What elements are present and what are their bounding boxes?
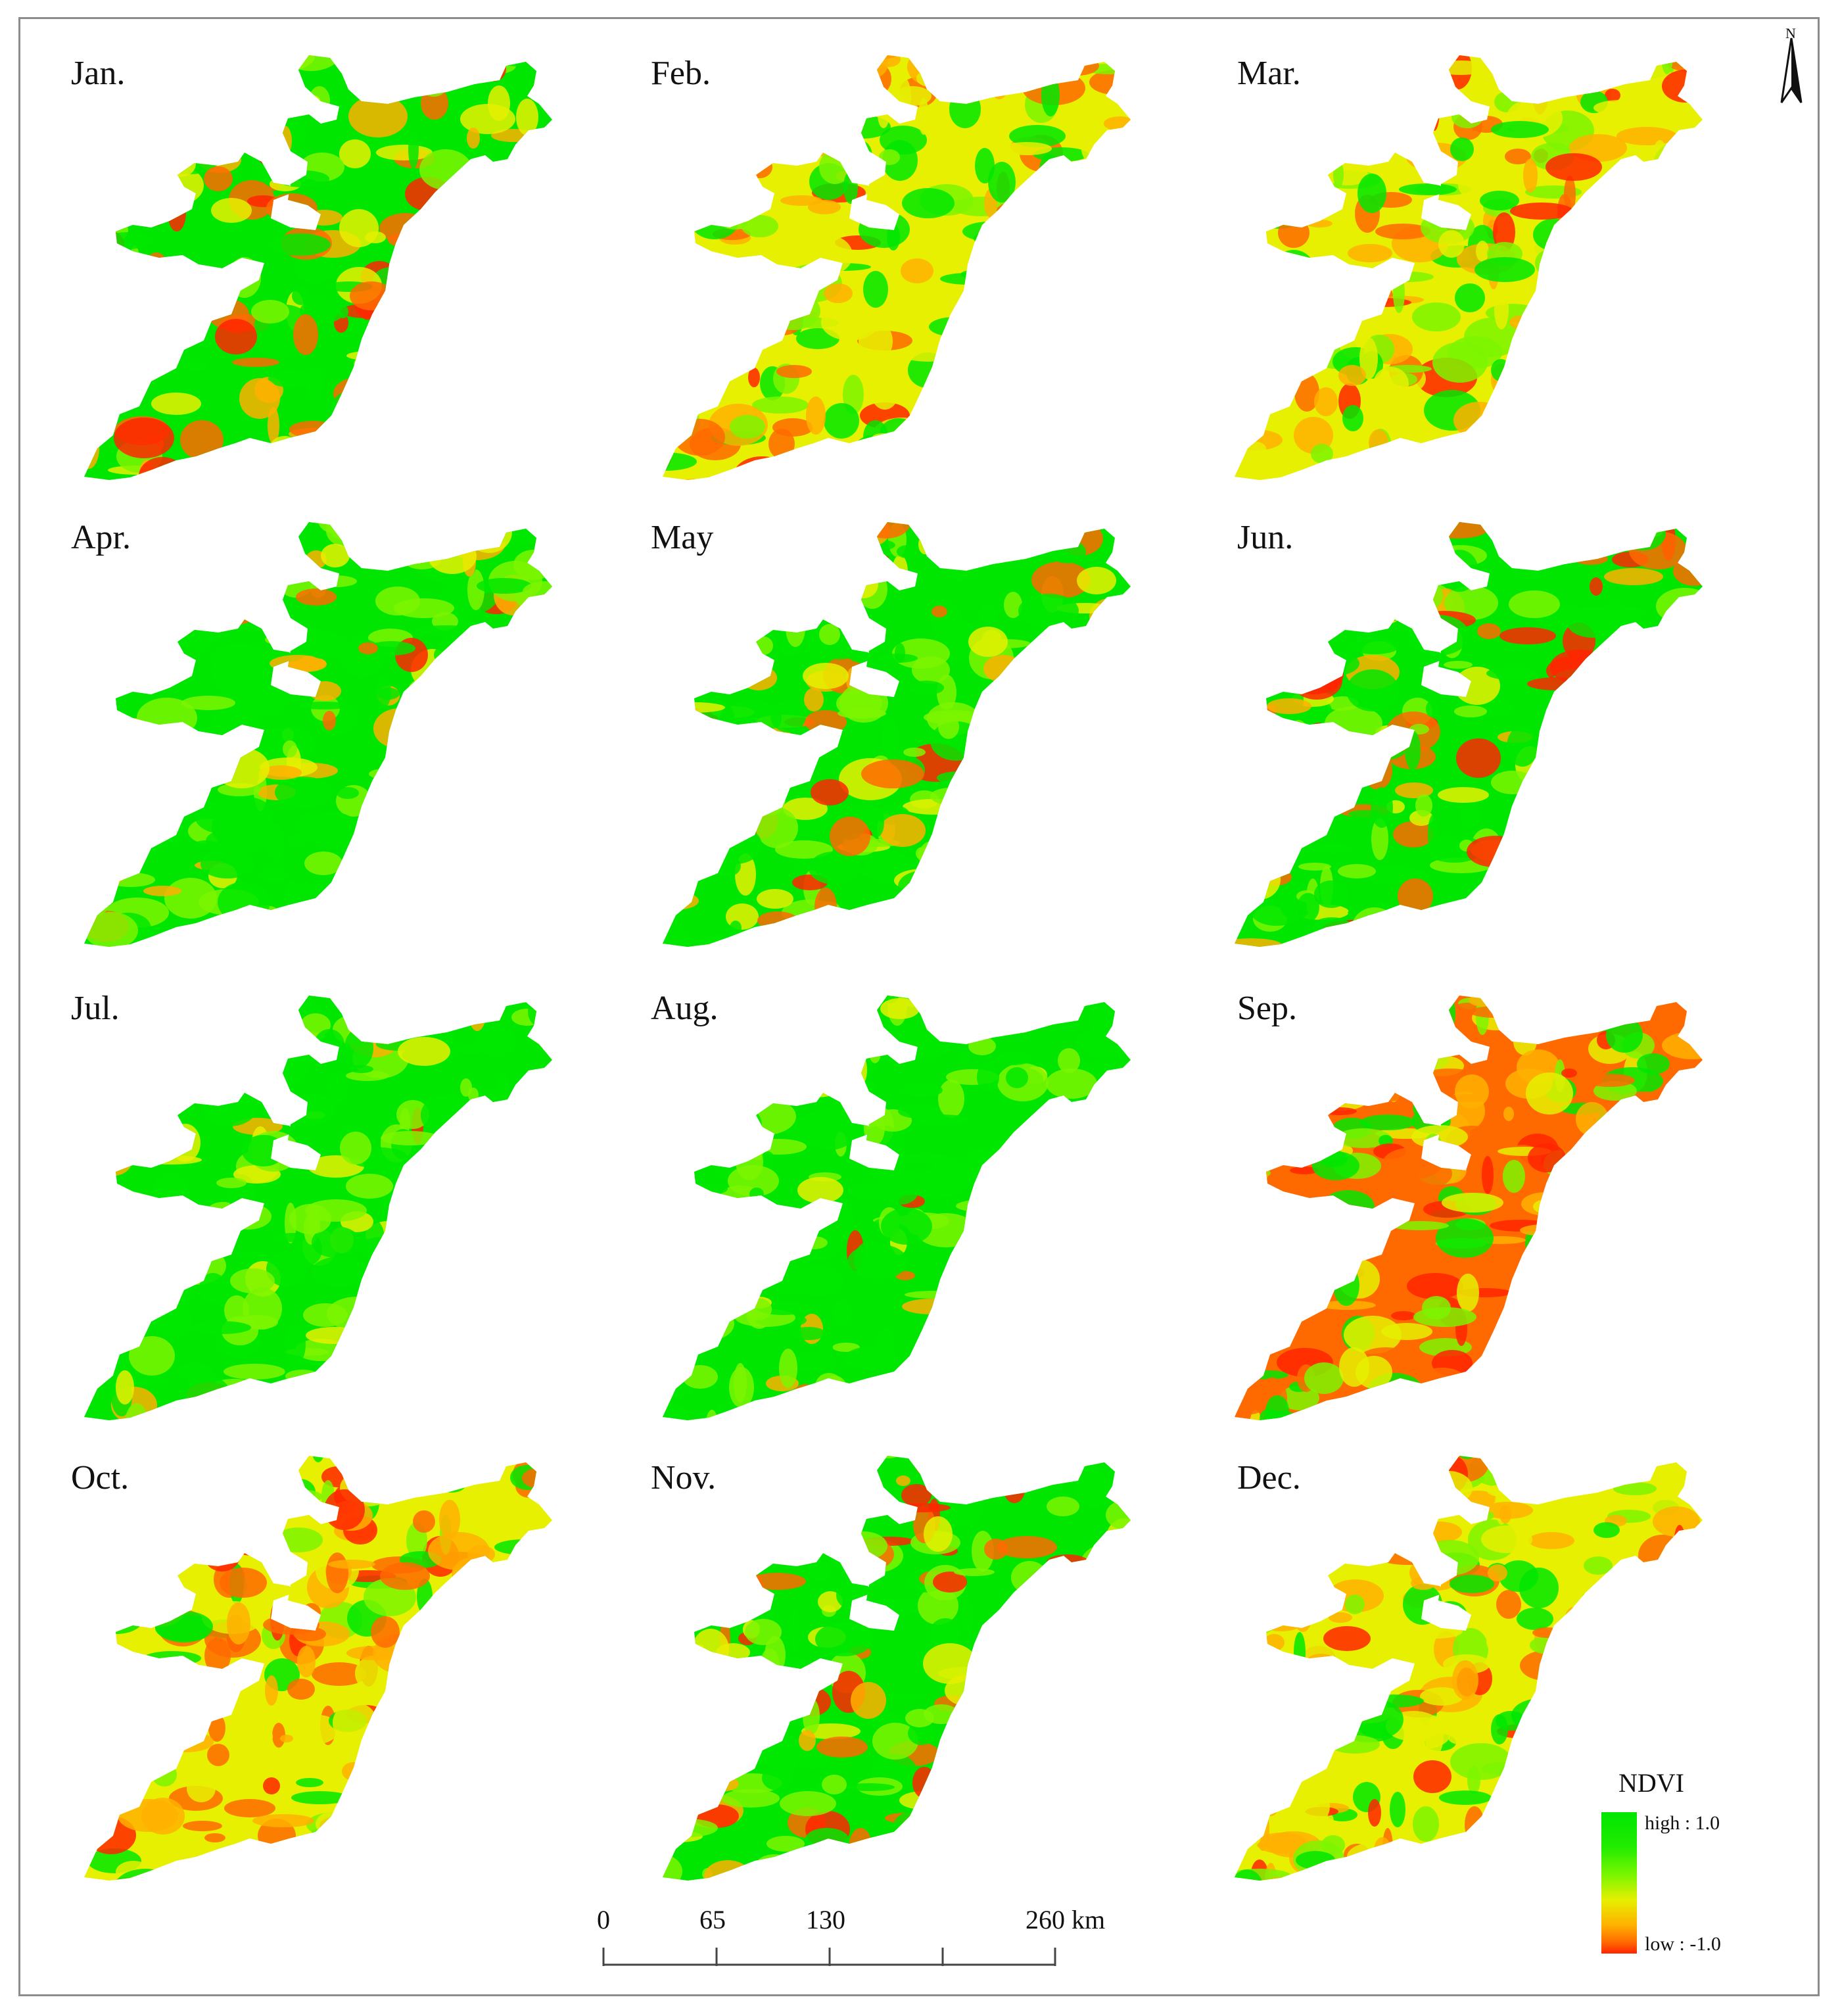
scale-label-130: 130 (806, 1905, 845, 1934)
scale-label-65: 65 (699, 1905, 726, 1934)
panel-month-label: Feb. (651, 55, 711, 92)
ndvi-map-panel (663, 1456, 1131, 1881)
panel-month-label: Mar. (1237, 55, 1301, 92)
ndvi-map-panel (84, 1456, 552, 1881)
north-arrow-letter: N (1785, 25, 1796, 41)
north-arrow-icon (1780, 37, 1803, 103)
panel-month-label: Nov. (651, 1459, 717, 1497)
scale-label-260: 260 km (1026, 1905, 1106, 1934)
panel-month-label: Aug. (651, 990, 719, 1027)
scale-label-0: 0 (597, 1905, 610, 1934)
ndvi-map-panel (84, 996, 552, 1420)
legend-high-label: high : 1.0 (1645, 1812, 1720, 1834)
ndvi-map-panel (663, 522, 1131, 947)
panel-month-label: Dec. (1237, 1459, 1301, 1497)
panel-month-label: Jul. (71, 990, 120, 1027)
panel-month-label: May (651, 519, 714, 556)
legend-low-label: low : -1.0 (1645, 1933, 1721, 1955)
ndvi-map-panel (1235, 522, 1703, 947)
panel-month-label: Sep. (1237, 990, 1297, 1027)
panel-month-label: Jan. (71, 55, 126, 92)
ndvi-map-panel (1235, 996, 1703, 1420)
ndvi-map-panel (1235, 1456, 1703, 1881)
ndvi-map-panel (84, 55, 552, 480)
legend-color-ramp (1601, 1812, 1637, 1954)
ndvi-map-panel (1235, 55, 1703, 480)
ndvi-map-panel (663, 55, 1131, 480)
panel-month-label: Jun. (1237, 519, 1294, 556)
ndvi-map-panel (84, 522, 552, 947)
scale-bar (602, 1948, 1056, 1966)
legend-title: NDVI (1618, 1768, 1684, 1798)
panel-month-label: Oct. (71, 1459, 130, 1497)
ndvi-map-panel (663, 996, 1131, 1420)
panel-month-label: Apr. (71, 519, 131, 556)
